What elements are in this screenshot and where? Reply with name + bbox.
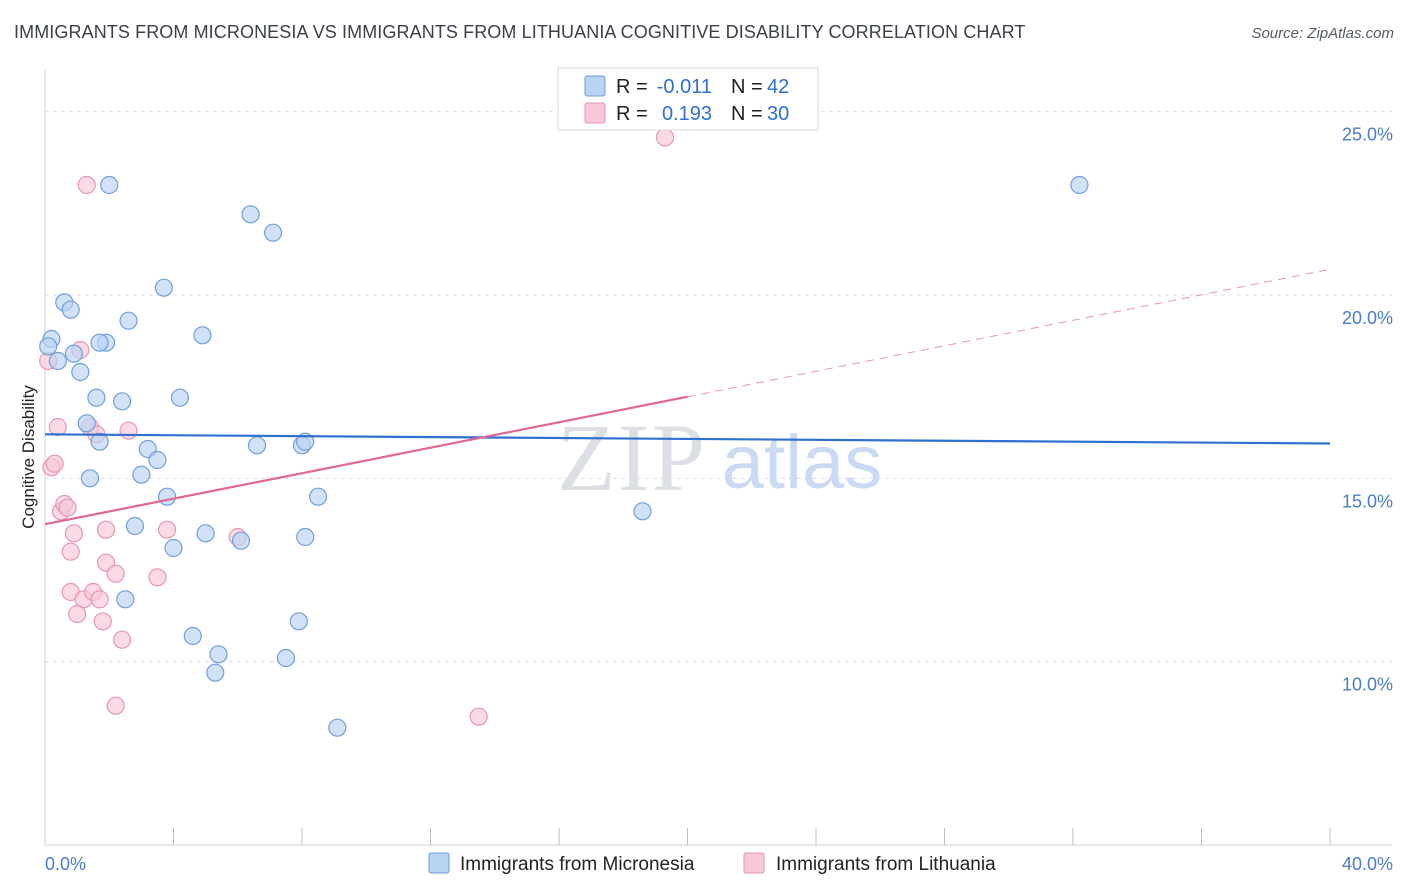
point-pink xyxy=(106,696,125,715)
point-pink xyxy=(112,630,132,649)
legend-r-label-lithuania: R = xyxy=(616,103,648,125)
legend-swatch-lithuania xyxy=(584,102,606,124)
y-tick-label-20: 20.0% xyxy=(1342,308,1393,328)
point-blue xyxy=(39,337,58,356)
point-blue xyxy=(116,590,135,609)
bottom-legend-label-lithuania: Immigrants from Lithuania xyxy=(776,854,996,875)
legend-r-value-lithuania: 0.193 xyxy=(662,103,712,125)
trend-line-pink xyxy=(44,395,688,526)
legend-n-label-lithuania: N = xyxy=(731,103,763,125)
legend-n-value-lithuania: 30 xyxy=(767,103,789,125)
point-blue xyxy=(132,465,151,484)
point-blue xyxy=(100,175,119,195)
trend-line-blue xyxy=(44,433,1331,445)
point-blue xyxy=(148,450,167,470)
chart-title: IMMIGRANTS FROM MICRONESIA VS IMMIGRANTS… xyxy=(14,22,1026,42)
point-blue xyxy=(193,326,212,345)
watermark: ZIP atlas xyxy=(557,404,882,511)
legend-swatch-micronesia xyxy=(584,75,606,97)
point-blue xyxy=(154,278,173,297)
point-blue xyxy=(633,502,652,521)
series-legend: Immigrants from Micronesia Immigrants fr… xyxy=(428,852,996,875)
x-tick-label-max: 40.0% xyxy=(1342,854,1393,874)
point-pink xyxy=(45,454,64,473)
point-pink xyxy=(148,568,167,587)
point-pink xyxy=(655,128,675,147)
point-pink xyxy=(61,542,80,561)
point-pink xyxy=(157,520,177,539)
trend-line-pink-extension xyxy=(687,268,1331,398)
y-axis-label: Cognitive Disability xyxy=(19,385,38,529)
point-pink xyxy=(48,417,67,437)
point-blue xyxy=(196,524,215,543)
point-blue xyxy=(77,414,96,433)
y-tick-labels: 10.0% 15.0% 20.0% 25.0% xyxy=(1342,125,1393,695)
point-blue xyxy=(209,645,228,664)
point-blue xyxy=(112,392,132,411)
watermark-atlas: atlas xyxy=(722,420,883,505)
point-blue xyxy=(90,333,109,352)
point-blue xyxy=(125,516,145,536)
point-blue xyxy=(64,344,84,363)
legend-r-label-micronesia: R = xyxy=(616,76,648,98)
axes xyxy=(44,70,1392,846)
point-pink xyxy=(77,175,96,195)
point-blue xyxy=(206,663,225,682)
gridlines xyxy=(45,111,1392,663)
point-blue xyxy=(231,531,251,550)
point-blue xyxy=(289,612,308,631)
trend-lines xyxy=(44,268,1331,526)
point-pink xyxy=(96,520,116,539)
y-tick-label-10: 10.0% xyxy=(1342,675,1393,695)
point-blue xyxy=(87,388,106,407)
point-blue xyxy=(328,718,347,737)
point-pink xyxy=(58,498,77,517)
legend-n-value-micronesia: 42 xyxy=(767,76,789,98)
bottom-legend-swatch-micronesia xyxy=(428,852,450,874)
point-pink xyxy=(119,421,138,440)
point-blue xyxy=(308,487,328,506)
stats-legend: R = -0.011 N = 42 R = 0.193 N = 30 xyxy=(557,67,819,131)
point-blue xyxy=(164,538,183,558)
point-blue xyxy=(61,300,80,319)
point-blue xyxy=(241,205,260,224)
point-blue xyxy=(80,469,100,488)
point-blue xyxy=(170,388,190,407)
point-blue xyxy=(296,527,315,547)
point-pink xyxy=(106,564,125,583)
point-pink xyxy=(93,612,112,631)
point-blue xyxy=(1070,175,1089,195)
point-pink xyxy=(90,590,109,609)
point-pink xyxy=(68,604,87,624)
point-blue xyxy=(183,626,202,646)
chart-source: Source: ZipAtlas.com xyxy=(1251,25,1394,42)
legend-n-label-micronesia: N = xyxy=(731,76,763,98)
point-blue xyxy=(71,362,90,382)
point-pink xyxy=(469,707,488,726)
x-axis-ticks xyxy=(173,828,1331,845)
point-blue xyxy=(157,487,177,506)
bottom-legend-swatch-lithuania xyxy=(743,852,765,874)
point-pink xyxy=(64,524,84,543)
point-blue xyxy=(263,223,283,242)
y-tick-label-25: 25.0% xyxy=(1342,125,1393,145)
point-blue xyxy=(296,432,315,451)
legend-r-value-micronesia: -0.011 xyxy=(657,76,712,98)
point-blue xyxy=(48,351,67,371)
watermark-zip: ZIP xyxy=(557,404,707,511)
y-tick-label-15: 15.0% xyxy=(1342,491,1393,511)
bottom-legend-label-micronesia: Immigrants from Micronesia xyxy=(460,854,695,875)
point-blue xyxy=(276,648,296,668)
point-blue xyxy=(90,432,109,451)
point-blue xyxy=(119,311,138,330)
point-blue xyxy=(247,436,267,455)
x-tick-label-min: 0.0% xyxy=(45,854,86,874)
